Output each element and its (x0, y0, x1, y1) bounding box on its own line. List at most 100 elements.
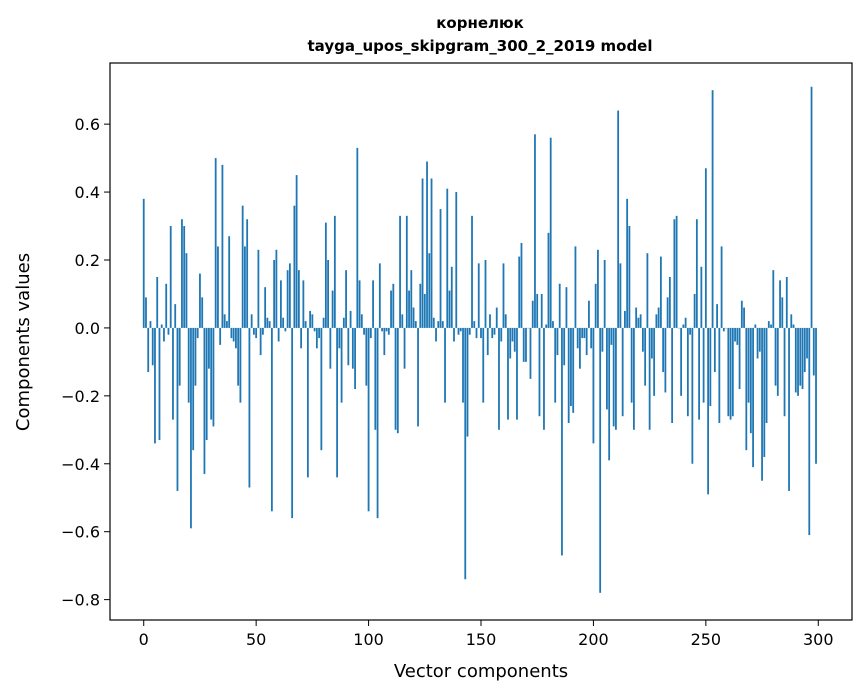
x-axis-label: Vector components (394, 661, 568, 682)
bar (480, 327, 482, 339)
bar (747, 327, 750, 403)
bar (599, 327, 602, 593)
bar (372, 280, 374, 328)
bar (358, 280, 361, 328)
bar (151, 327, 154, 366)
bar (655, 314, 658, 328)
bar (297, 270, 300, 328)
bar (734, 327, 736, 342)
bar (237, 327, 240, 386)
bar (716, 304, 718, 328)
y-tick-label: −0.6 (61, 523, 100, 542)
bar (615, 327, 617, 430)
bar (376, 327, 379, 519)
chart-title: корнелюк (436, 14, 524, 32)
bar (255, 327, 258, 339)
bar (702, 327, 705, 403)
bar (628, 226, 631, 328)
bar (525, 327, 527, 362)
bar (381, 327, 383, 332)
bar (448, 290, 451, 328)
bar (772, 270, 775, 328)
bar (219, 327, 222, 345)
bar (783, 327, 786, 417)
bar (653, 327, 656, 396)
bar (572, 327, 575, 413)
bar (414, 321, 417, 328)
bar (704, 168, 707, 328)
bar (740, 300, 743, 328)
bar (167, 327, 170, 335)
bar (439, 209, 442, 328)
bar (181, 219, 183, 328)
x-tick-label: 0 (139, 630, 149, 649)
bar (253, 327, 255, 335)
bar (356, 147, 359, 328)
bar (302, 280, 305, 328)
bar (547, 232, 550, 328)
bar (520, 243, 523, 328)
bar (588, 300, 590, 328)
bar (399, 215, 401, 328)
bar (228, 236, 231, 328)
bar (689, 327, 692, 335)
bar-series (142, 86, 817, 593)
bar (743, 307, 745, 328)
x-tick-label: 250 (691, 630, 722, 649)
bar (392, 283, 395, 328)
bar (754, 324, 757, 328)
bar (630, 327, 633, 403)
bar (590, 327, 593, 349)
bar (158, 327, 161, 440)
bar (205, 327, 208, 440)
bar (540, 293, 543, 328)
y-tick-label: 0.2 (75, 251, 100, 270)
bar (549, 137, 552, 328)
bar (788, 327, 790, 491)
bar (675, 215, 678, 328)
bar (363, 327, 365, 335)
bar (601, 327, 604, 352)
bar (313, 327, 316, 332)
bar (684, 317, 687, 328)
bar (545, 324, 548, 328)
bar (693, 293, 696, 328)
bar (351, 327, 354, 369)
bar (785, 276, 788, 328)
bar (257, 249, 260, 328)
bar (428, 253, 431, 328)
bar (597, 249, 599, 328)
bar (576, 327, 579, 349)
bar (320, 327, 323, 451)
bar (770, 324, 772, 328)
bar (248, 327, 251, 488)
bar (367, 327, 370, 512)
bar (509, 327, 512, 359)
bar (142, 198, 145, 328)
bar (790, 314, 793, 328)
x-tick-label: 300 (803, 630, 834, 649)
bar (235, 327, 237, 349)
bar (583, 327, 586, 339)
bar (797, 327, 799, 396)
bar (552, 321, 554, 328)
bar (477, 263, 480, 328)
y-tick-label: −0.8 (61, 591, 100, 610)
bar (282, 317, 285, 328)
bar (606, 327, 608, 410)
bar (327, 259, 329, 328)
bar (644, 327, 647, 386)
bar (531, 300, 534, 328)
bar (223, 314, 226, 328)
bar (466, 327, 469, 437)
bar (185, 253, 188, 328)
bar (291, 327, 294, 519)
bar (203, 327, 206, 474)
bar (686, 327, 689, 417)
bar (444, 327, 446, 403)
bar (475, 327, 478, 339)
bar (304, 321, 307, 328)
bar (621, 327, 624, 417)
bar (241, 205, 244, 328)
bar (761, 327, 763, 481)
